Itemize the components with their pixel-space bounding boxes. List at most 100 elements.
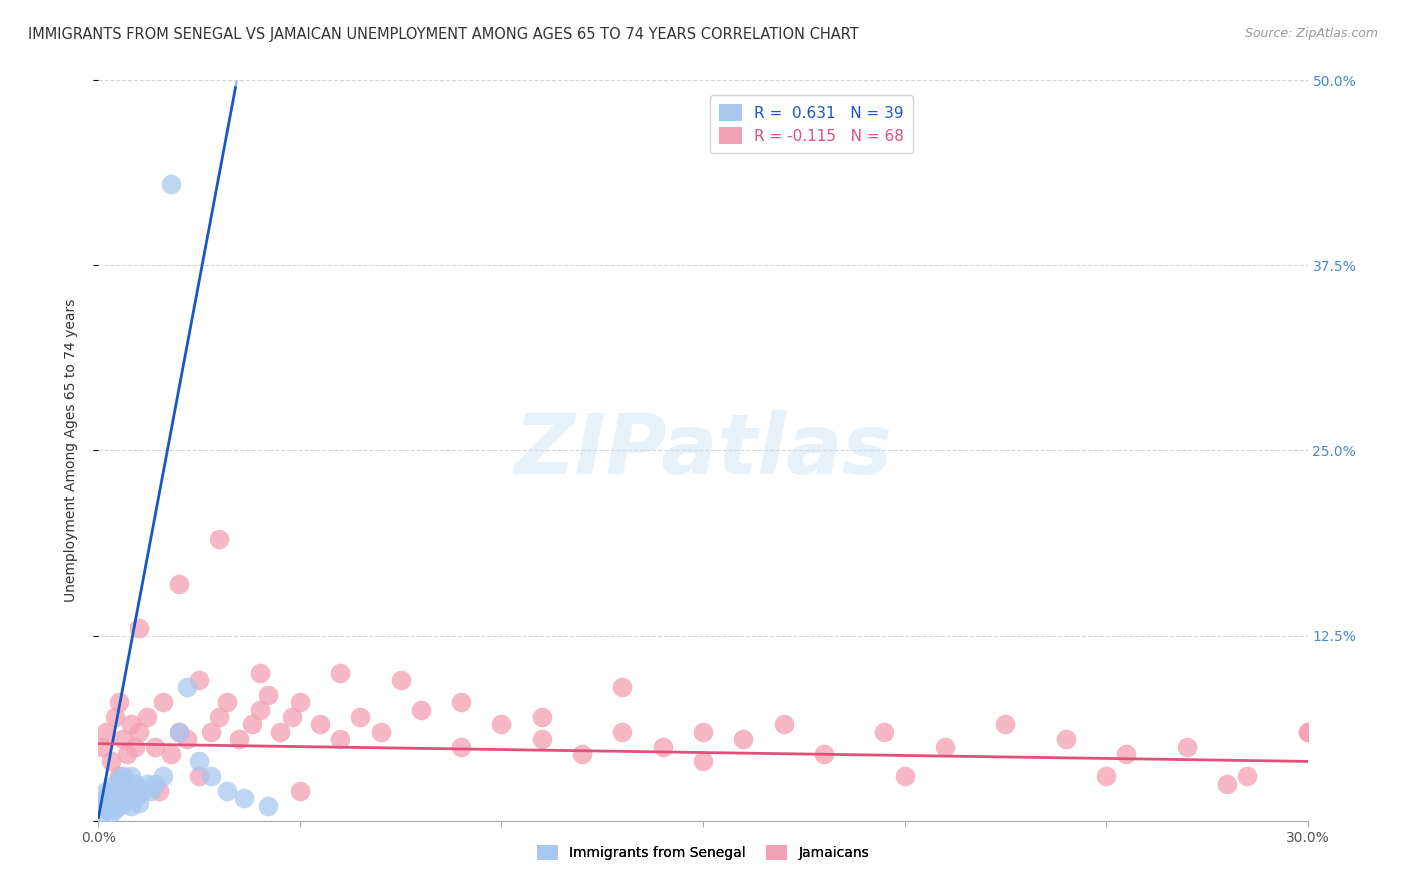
Point bbox=[208, 710, 231, 724]
Point bbox=[370, 724, 392, 739]
Point bbox=[103, 802, 125, 816]
Point bbox=[1236, 769, 1258, 783]
Point bbox=[176, 732, 198, 747]
Point bbox=[288, 695, 311, 709]
Point bbox=[733, 732, 755, 747]
Point bbox=[450, 695, 472, 709]
Point bbox=[1296, 724, 1319, 739]
Point bbox=[200, 724, 222, 739]
Point bbox=[115, 780, 138, 795]
Point bbox=[152, 769, 174, 783]
Point bbox=[1216, 776, 1239, 791]
Point bbox=[232, 791, 254, 805]
Point bbox=[612, 724, 634, 739]
Point bbox=[132, 784, 155, 798]
Point bbox=[128, 621, 150, 635]
Point bbox=[208, 533, 231, 547]
Point bbox=[111, 796, 134, 810]
Point bbox=[281, 710, 304, 724]
Point bbox=[813, 747, 835, 761]
Point bbox=[692, 755, 714, 769]
Point bbox=[167, 724, 190, 739]
Point bbox=[217, 784, 239, 798]
Point bbox=[1115, 747, 1137, 761]
Point bbox=[1296, 724, 1319, 739]
Point bbox=[240, 717, 263, 731]
Point bbox=[256, 688, 278, 702]
Point bbox=[120, 787, 142, 801]
Point bbox=[91, 798, 114, 813]
Point bbox=[96, 791, 118, 805]
Point bbox=[389, 673, 412, 687]
Point bbox=[188, 673, 211, 687]
Point bbox=[692, 724, 714, 739]
Point bbox=[120, 769, 142, 783]
Point bbox=[893, 769, 915, 783]
Point bbox=[128, 796, 150, 810]
Point bbox=[96, 802, 118, 816]
Point bbox=[91, 739, 114, 754]
Point bbox=[256, 798, 278, 813]
Point bbox=[491, 717, 513, 731]
Point bbox=[124, 791, 146, 805]
Point bbox=[188, 755, 211, 769]
Point bbox=[107, 798, 129, 813]
Point bbox=[249, 665, 271, 680]
Point bbox=[100, 796, 122, 810]
Y-axis label: Unemployment Among Ages 65 to 74 years: Unemployment Among Ages 65 to 74 years bbox=[63, 299, 77, 602]
Point bbox=[217, 695, 239, 709]
Point bbox=[103, 710, 125, 724]
Point bbox=[228, 732, 250, 747]
Point bbox=[200, 769, 222, 783]
Point bbox=[135, 776, 157, 791]
Point bbox=[103, 776, 125, 791]
Point bbox=[96, 784, 118, 798]
Point bbox=[249, 703, 271, 717]
Point bbox=[135, 710, 157, 724]
Point bbox=[124, 776, 146, 791]
Point bbox=[288, 784, 311, 798]
Point bbox=[111, 732, 134, 747]
Point bbox=[934, 739, 956, 754]
Point bbox=[124, 739, 146, 754]
Point bbox=[120, 798, 142, 813]
Point bbox=[152, 695, 174, 709]
Point bbox=[409, 703, 432, 717]
Point bbox=[143, 776, 166, 791]
Point bbox=[111, 784, 134, 798]
Point bbox=[100, 787, 122, 801]
Point bbox=[115, 791, 138, 805]
Point bbox=[329, 732, 352, 747]
Point bbox=[139, 784, 162, 798]
Point bbox=[100, 806, 122, 821]
Point bbox=[111, 769, 134, 783]
Point bbox=[167, 724, 190, 739]
Point bbox=[450, 739, 472, 754]
Point bbox=[571, 747, 593, 761]
Point bbox=[269, 724, 291, 739]
Point bbox=[107, 769, 129, 783]
Point bbox=[160, 177, 183, 191]
Legend: Immigrants from Senegal, Jamaicans: Immigrants from Senegal, Jamaicans bbox=[531, 839, 875, 865]
Point bbox=[143, 739, 166, 754]
Text: ZIPatlas: ZIPatlas bbox=[515, 410, 891, 491]
Point bbox=[176, 681, 198, 695]
Point bbox=[530, 710, 553, 724]
Point bbox=[128, 724, 150, 739]
Point bbox=[107, 772, 129, 787]
Point bbox=[772, 717, 794, 731]
Text: IMMIGRANTS FROM SENEGAL VS JAMAICAN UNEMPLOYMENT AMONG AGES 65 TO 74 YEARS CORRE: IMMIGRANTS FROM SENEGAL VS JAMAICAN UNEM… bbox=[28, 27, 859, 42]
Point bbox=[167, 576, 190, 591]
Point bbox=[148, 784, 170, 798]
Point bbox=[530, 732, 553, 747]
Point bbox=[1054, 732, 1077, 747]
Point bbox=[1095, 769, 1118, 783]
Point bbox=[160, 747, 183, 761]
Point bbox=[91, 806, 114, 821]
Point bbox=[329, 665, 352, 680]
Point bbox=[100, 755, 122, 769]
Point bbox=[107, 695, 129, 709]
Point bbox=[107, 787, 129, 801]
Point bbox=[128, 780, 150, 795]
Point bbox=[188, 769, 211, 783]
